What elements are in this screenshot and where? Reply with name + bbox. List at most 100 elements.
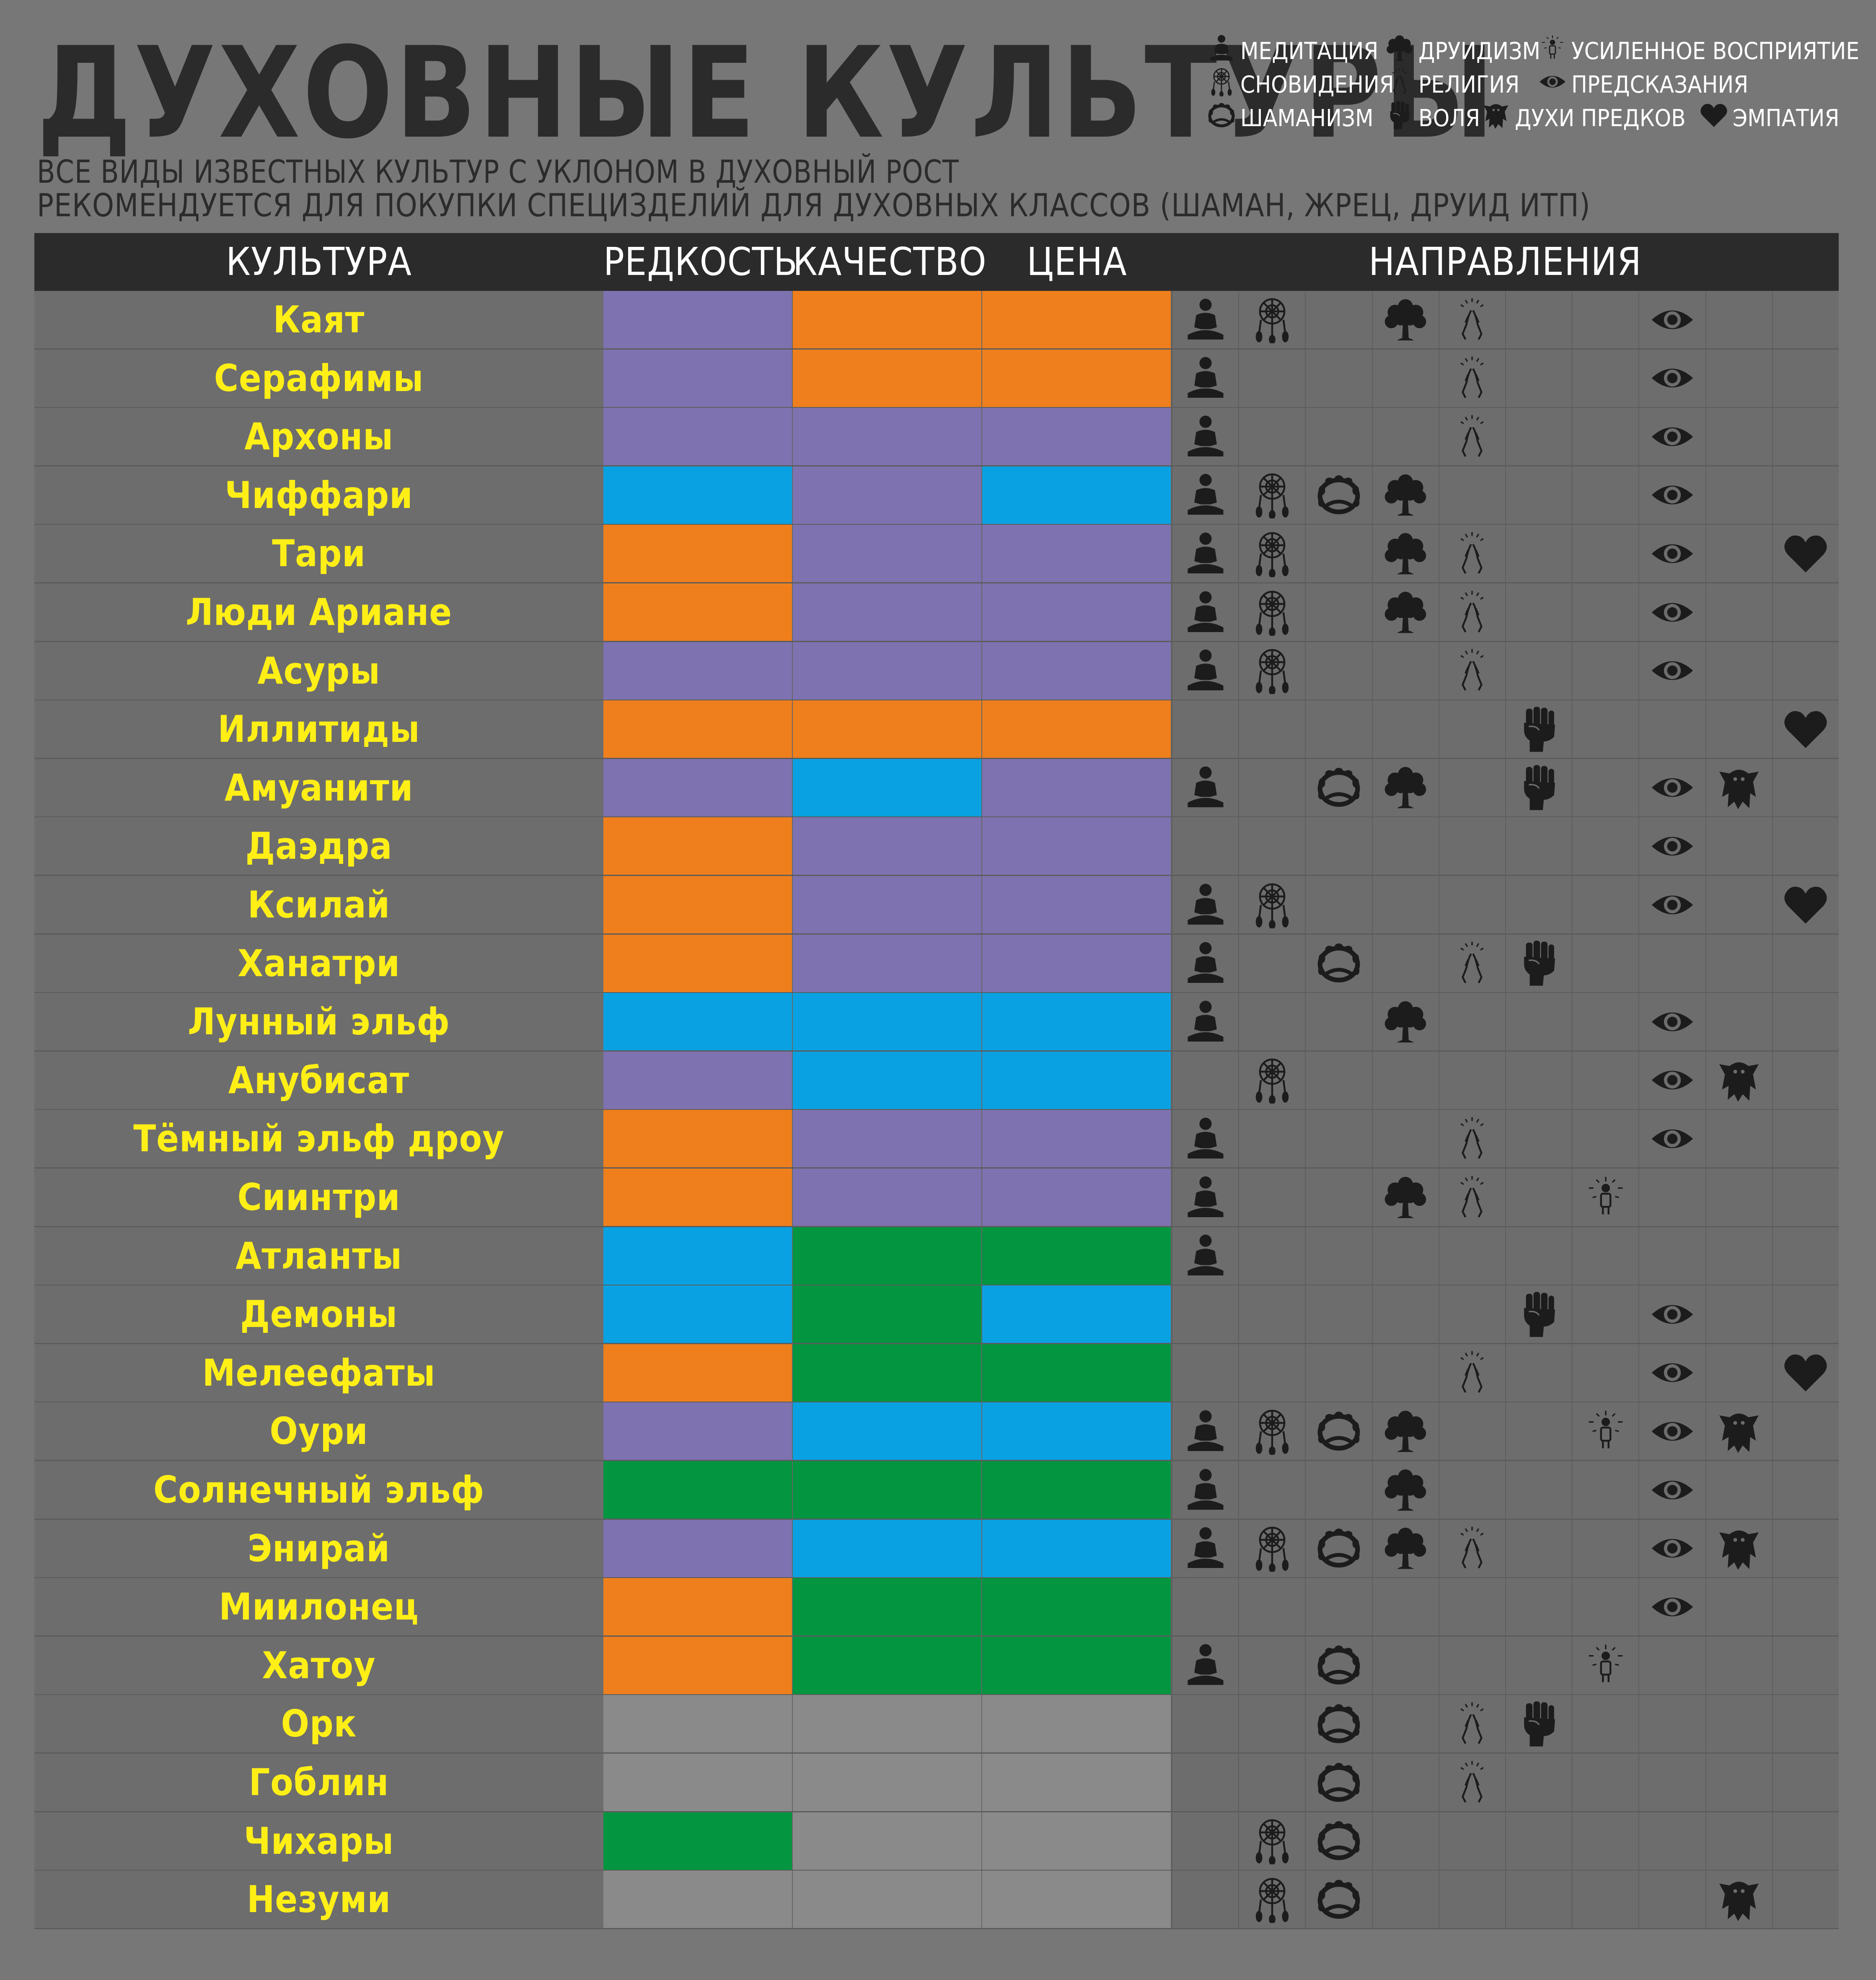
direction-cell [1505,1578,1572,1636]
direction-cell [1172,1695,1238,1753]
quality-swatch [793,1227,982,1285]
price-swatch [982,1695,1172,1753]
praying-hands-icon [1385,67,1418,103]
rarity-swatch [603,993,793,1051]
direction-cell [1572,1461,1638,1519]
direction-cell [1438,291,1505,348]
direction-cell [1305,291,1371,348]
price-swatch [982,1461,1172,1519]
direction-cell [1305,876,1371,933]
direction-cell [1238,525,1305,583]
direction-cell [1371,1754,1439,1811]
direction-cell [1438,1285,1505,1343]
direction-cell [1305,759,1371,816]
legend-ancestor-spirits: ДУХИ ПРЕДКОВ [1481,101,1686,136]
direction-cell [1638,1344,1705,1402]
culture-name: Каят [273,298,365,341]
legend: МЕДИТАЦИЯ ДРУИДИЗМ УСИЛЕННОЕ ВОСПРИЯТИЕ … [1207,34,1859,132]
direction-cell [1238,291,1305,348]
direction-cell [1172,1110,1238,1168]
direction-cell [1305,993,1371,1051]
culture-name: Даэдра [245,824,393,868]
direction-cell [1371,1695,1439,1753]
legend-dreams: СНОВИДЕНИЯ [1207,67,1394,103]
subtitle-line-1: ВСЕ ВИДЫ ИЗВЕСТНЫХ КУЛЬТУР С УКЛОНОМ В Д… [37,153,959,190]
direction-cell [1772,1402,1839,1460]
direction-cell [1172,291,1238,348]
direction-cell [1438,642,1505,700]
direction-cell [1305,1871,1371,1928]
price-swatch [982,1344,1172,1402]
direction-cell [1572,1695,1638,1753]
tree-icon [1382,764,1429,811]
culture-name: Архоны [244,415,393,459]
price-swatch [982,1285,1172,1343]
direction-cell [1705,1578,1772,1636]
legend-meditation: МЕДИТАЦИЯ [1207,34,1378,69]
header-quality: КАЧЕСТВО [793,239,987,284]
direction-cell [1705,1344,1772,1402]
direction-cell [1572,1754,1638,1811]
direction-cell [1772,1169,1839,1226]
direction-cell [1772,1461,1839,1519]
culture-name: Лунный эльф [188,1000,450,1044]
direction-cell [1371,1461,1439,1519]
quality-swatch [793,1285,982,1343]
tree-icon [1382,1174,1429,1221]
legend-label: МЕДИТАЦИЯ [1240,37,1379,65]
dreamcatcher-icon [1249,647,1296,695]
dreamcatcher-icon [1249,1817,1296,1865]
culture-name: Чихары [243,1819,394,1863]
price-swatch [982,1169,1172,1226]
table-row: Лунный эльф [34,993,1839,1052]
direction-cell [1438,1812,1505,1870]
price-swatch [982,349,1172,407]
table-row: Орк [34,1695,1839,1754]
legend-label: ВОЛЯ [1418,104,1480,132]
eye-icon [1649,1525,1696,1572]
direction-cell [1438,1461,1505,1519]
price-swatch [982,817,1172,875]
direction-cell [1772,993,1839,1051]
direction-cell [1438,1402,1505,1460]
direction-cell [1638,1636,1705,1694]
direction-cell [1705,759,1772,816]
direction-cell [1172,1812,1238,1870]
direction-cell [1505,1695,1572,1753]
direction-cell [1638,408,1705,466]
meditation-icon [1182,998,1229,1045]
meditation-icon [1182,1525,1229,1572]
direction-cell [1638,466,1705,524]
direction-cell [1505,759,1572,816]
direction-cell [1438,700,1505,758]
direction-cell [1772,759,1839,816]
direction-cell [1705,349,1772,407]
meditation-icon [1182,472,1229,518]
price-swatch [982,583,1172,641]
table-row: Анубисат [34,1051,1839,1110]
meditation-icon [1182,1642,1229,1689]
quality-swatch [793,1344,982,1402]
direction-cell [1238,642,1305,700]
direction-cell [1305,583,1371,641]
direction-cell [1305,1051,1371,1109]
direction-cell [1438,583,1505,641]
meditation-icon [1182,589,1229,636]
culture-name: Иллитиды [217,708,420,751]
direction-cell [1238,1051,1305,1109]
direction-cell [1505,1871,1572,1928]
eye-icon [1649,472,1696,518]
culture-name: Энирай [248,1526,390,1570]
quality-swatch [793,1578,982,1636]
legend-druidism: ДРУИДИЗМ [1385,34,1540,69]
direction-cell [1772,583,1839,641]
direction-cell [1572,1051,1638,1109]
direction-cell [1638,349,1705,407]
quality-swatch [793,1519,982,1577]
eye-icon [1649,1057,1696,1104]
direction-cell [1371,876,1439,933]
direction-cell [1772,408,1839,466]
direction-cell [1505,349,1572,407]
dreamcatcher-icon [1249,1525,1296,1572]
direction-cell [1505,876,1572,933]
